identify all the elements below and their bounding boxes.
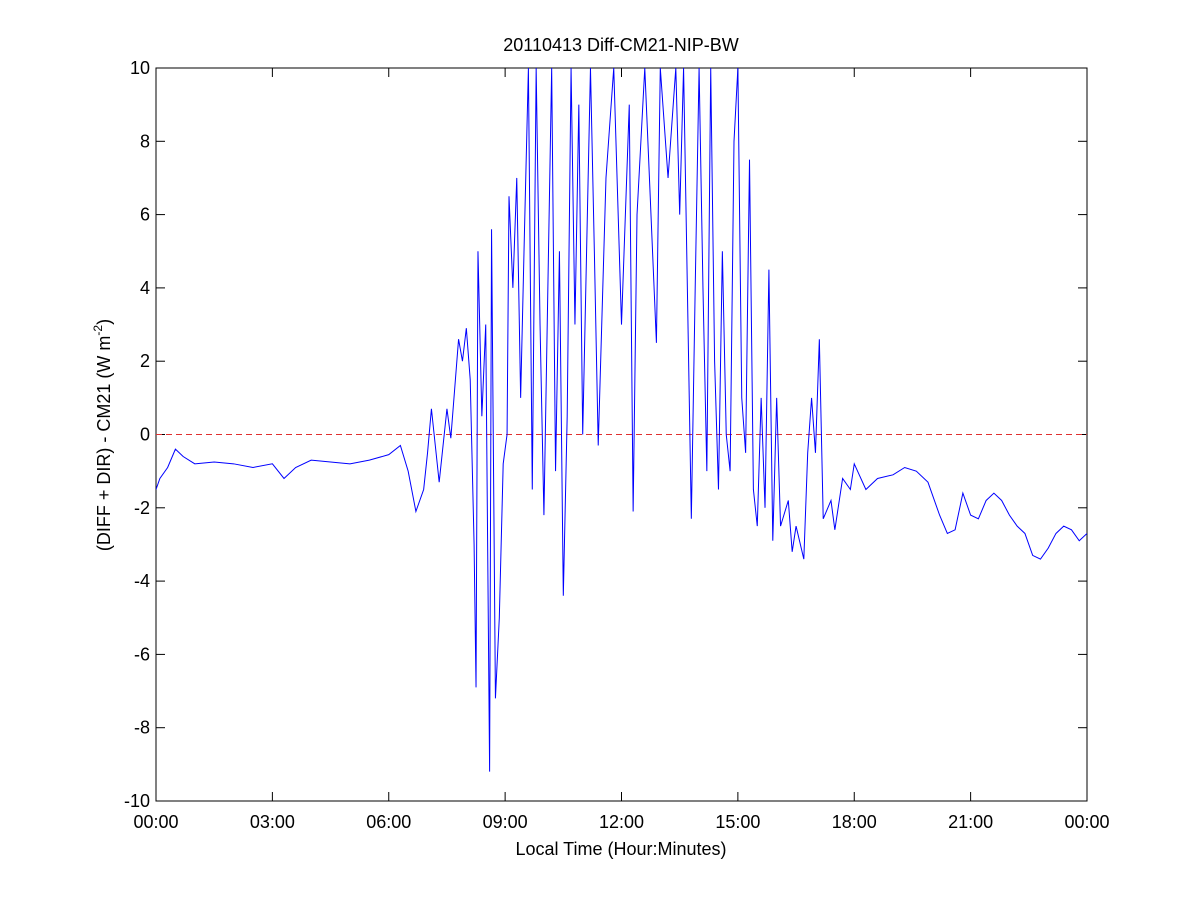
x-tick-label: 06:00 — [366, 812, 411, 832]
x-tick-label: 00:00 — [133, 812, 178, 832]
y-tick-label: 6 — [140, 205, 150, 225]
y-axis-label-suffix: ) — [94, 319, 114, 325]
y-tick-label: 0 — [140, 425, 150, 445]
y-tick-label: -6 — [134, 644, 150, 664]
data-line — [156, 68, 1087, 772]
x-tick-label: 00:00 — [1064, 812, 1109, 832]
y-axis-label-sup: -2 — [91, 325, 105, 336]
y-axis-label-text: (DIFF + DIR) - CM21 (W m — [94, 336, 114, 551]
x-tick-label: 09:00 — [483, 812, 528, 832]
x-tick-label: 21:00 — [948, 812, 993, 832]
x-axis-label: Local Time (Hour:Minutes) — [515, 839, 726, 859]
y-axis-label: (DIFF + DIR) - CM21 (W m-2) — [91, 319, 114, 551]
y-tick-label: 2 — [140, 351, 150, 371]
y-tick-label: -8 — [134, 718, 150, 738]
y-tick-label: -2 — [134, 498, 150, 518]
y-tick-label: 8 — [140, 131, 150, 151]
x-tick-label: 12:00 — [599, 812, 644, 832]
y-tick-label: 4 — [140, 278, 150, 298]
y-tick-label: 10 — [130, 58, 150, 78]
x-tick-label: 15:00 — [715, 812, 760, 832]
x-tick-label: 18:00 — [832, 812, 877, 832]
y-tick-label: -10 — [124, 791, 150, 811]
chart-title: 20110413 Diff-CM21-NIP-BW — [503, 35, 738, 55]
x-tick-label: 03:00 — [250, 812, 295, 832]
y-tick-label: -4 — [134, 571, 150, 591]
